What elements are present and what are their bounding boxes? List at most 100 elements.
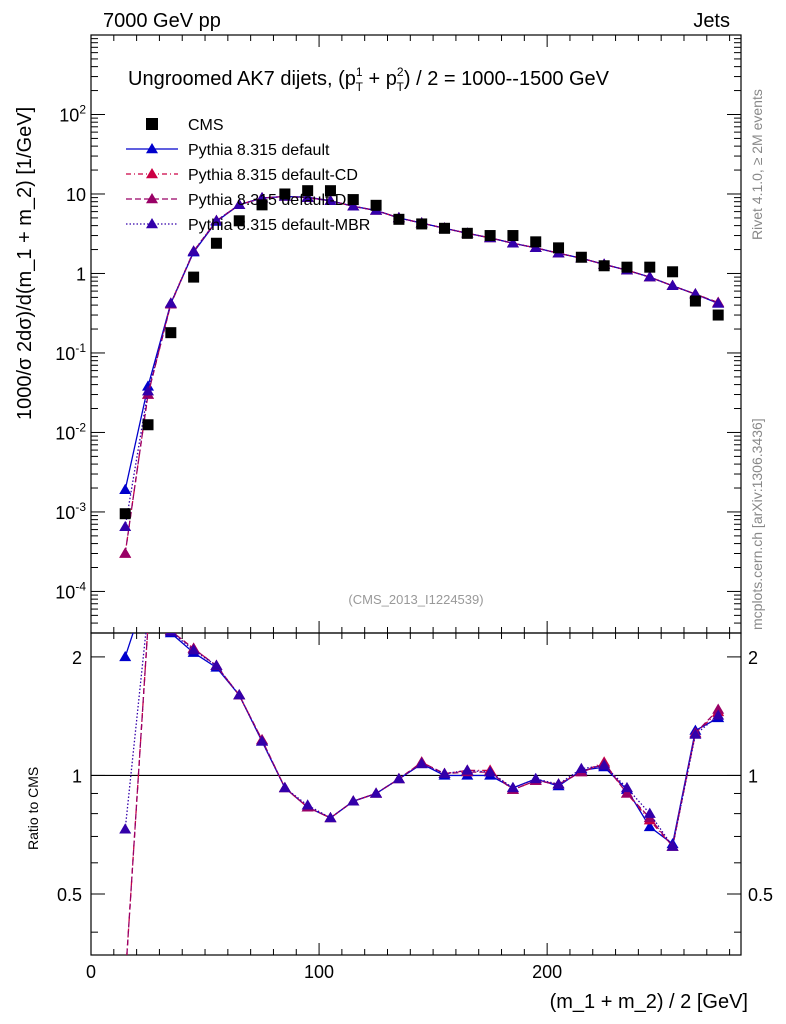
cms-data-point bbox=[233, 215, 245, 227]
ratio-point bbox=[620, 781, 633, 793]
series-cms bbox=[119, 185, 724, 520]
cms-data-point bbox=[165, 327, 177, 339]
ratio-tick-label-right: 2 bbox=[748, 648, 758, 668]
mc-point bbox=[187, 245, 200, 256]
ratio-point bbox=[712, 703, 725, 714]
cms-data-point bbox=[439, 222, 451, 234]
cms-data-point bbox=[689, 295, 701, 307]
ratio-point bbox=[643, 807, 656, 818]
ratio-point bbox=[301, 799, 314, 810]
ratio-point bbox=[575, 762, 588, 773]
legend-item: CMS bbox=[146, 117, 224, 134]
legend: CMS Pythia 8.315 default Pythia 8.315 defa… bbox=[126, 117, 370, 234]
cms-data-point bbox=[575, 251, 587, 263]
ratio-point bbox=[119, 823, 132, 834]
ratio-point bbox=[233, 689, 246, 700]
y-tick-label: 10 bbox=[66, 185, 86, 205]
mc-point bbox=[233, 198, 246, 210]
axis-ticks: 0 100 200 10-4 10-3 10-2 10-1 1 10 102 0.5 0.5 1 1 2 2 bbox=[55, 34, 773, 982]
ratio-point bbox=[278, 781, 291, 793]
ratio-tick-label-left: 1 bbox=[72, 766, 82, 786]
mc-point bbox=[119, 520, 132, 532]
cms-data-point bbox=[461, 227, 473, 239]
cms-data-point bbox=[324, 185, 336, 197]
y-tick-label: 1 bbox=[76, 264, 86, 284]
y-axis-label: 1000/σ 2dσ)/d(m_1 + m_2) [1/GeV] bbox=[14, 107, 36, 420]
legend-label: CMS bbox=[188, 117, 224, 134]
ratio-point bbox=[210, 659, 223, 670]
cms-data-point bbox=[416, 218, 428, 230]
mc-point bbox=[210, 214, 223, 225]
ratio-point bbox=[164, 633, 177, 636]
cms-data-point bbox=[553, 242, 565, 254]
legend-item: Pythia 8.315 default bbox=[126, 142, 330, 159]
ratio-point bbox=[712, 709, 725, 720]
legend-item: Pythia 8.315 default-CD bbox=[126, 167, 358, 184]
ratio-point bbox=[689, 728, 702, 739]
legend-marker bbox=[146, 168, 158, 179]
ratio-point bbox=[643, 820, 656, 832]
x-tick-label: 200 bbox=[532, 962, 562, 982]
cms-data-point bbox=[279, 188, 291, 200]
ratio-point bbox=[529, 772, 542, 784]
cms-data-point bbox=[598, 260, 610, 272]
mc-point bbox=[712, 297, 725, 308]
ratio-tick-label-right: 0.5 bbox=[748, 885, 773, 905]
mc-point bbox=[324, 194, 337, 206]
ratio-point bbox=[256, 735, 269, 746]
ratio-tick-label-right: 1 bbox=[748, 766, 758, 786]
x-tick-label: 0 bbox=[86, 962, 96, 982]
mc-point bbox=[506, 237, 519, 248]
mc-point bbox=[142, 385, 155, 396]
legend-marker bbox=[146, 118, 158, 130]
x-tick-label: 100 bbox=[304, 962, 334, 982]
cms-data-point bbox=[621, 261, 633, 273]
plot-title: Ungroomed AK7 dijets, (p1 T + p2 T) / 2 = … bbox=[128, 65, 610, 94]
mc-point bbox=[119, 547, 132, 558]
legend-label: Pythia 8.315 default-DL bbox=[188, 192, 355, 209]
y-tick-label: 10-4 bbox=[55, 579, 86, 602]
mc-point bbox=[301, 191, 314, 202]
ratio-point bbox=[666, 840, 679, 851]
ratio-point bbox=[620, 787, 633, 798]
cms-data-point bbox=[712, 309, 724, 321]
mc-point bbox=[347, 200, 360, 211]
cms-data-point bbox=[188, 271, 200, 283]
legend-label: Pythia 8.315 default-MBR bbox=[188, 217, 370, 234]
series-layer bbox=[119, 185, 725, 558]
ratio-point bbox=[552, 778, 565, 789]
ratio-point bbox=[187, 644, 200, 655]
cms-data-point bbox=[347, 194, 359, 206]
beam-label: 7000 GeV pp bbox=[103, 10, 221, 32]
ratio-point bbox=[324, 811, 337, 823]
ratio-point bbox=[392, 772, 405, 784]
y-tick-label: 102 bbox=[59, 102, 86, 125]
mc-point bbox=[666, 279, 679, 290]
mc-point bbox=[643, 271, 656, 282]
ratio-point bbox=[347, 795, 360, 806]
cms-data-point bbox=[370, 199, 382, 211]
cms-data-point bbox=[644, 261, 656, 273]
ratio-tick-label-left: 2 bbox=[72, 648, 82, 668]
ratio-point bbox=[119, 650, 132, 662]
cms-data-point bbox=[507, 230, 519, 242]
analysis-watermark: (CMS_2013_I1224539) bbox=[348, 592, 483, 607]
mc-point bbox=[164, 297, 177, 308]
y-tick-label: 10-1 bbox=[55, 341, 86, 364]
cms-data-point bbox=[667, 266, 679, 278]
cms-data-point bbox=[302, 185, 314, 197]
mc-point bbox=[119, 483, 132, 494]
legend-marker bbox=[146, 218, 158, 229]
cms-data-point bbox=[119, 508, 131, 520]
ratio-point bbox=[506, 781, 519, 793]
ratio-point bbox=[461, 764, 474, 775]
legend-marker bbox=[146, 193, 158, 204]
process-label: Jets bbox=[693, 10, 730, 32]
mcplots-label: mcplots.cern.ch [arXiv:1306.3436] bbox=[749, 418, 765, 630]
legend-label: Pythia 8.315 default-CD bbox=[188, 167, 358, 184]
legend-item: Pythia 8.315 default-DL bbox=[126, 192, 355, 209]
cms-data-point bbox=[256, 199, 268, 211]
ratio-panel-frame bbox=[90, 632, 742, 956]
legend-marker bbox=[146, 143, 158, 154]
